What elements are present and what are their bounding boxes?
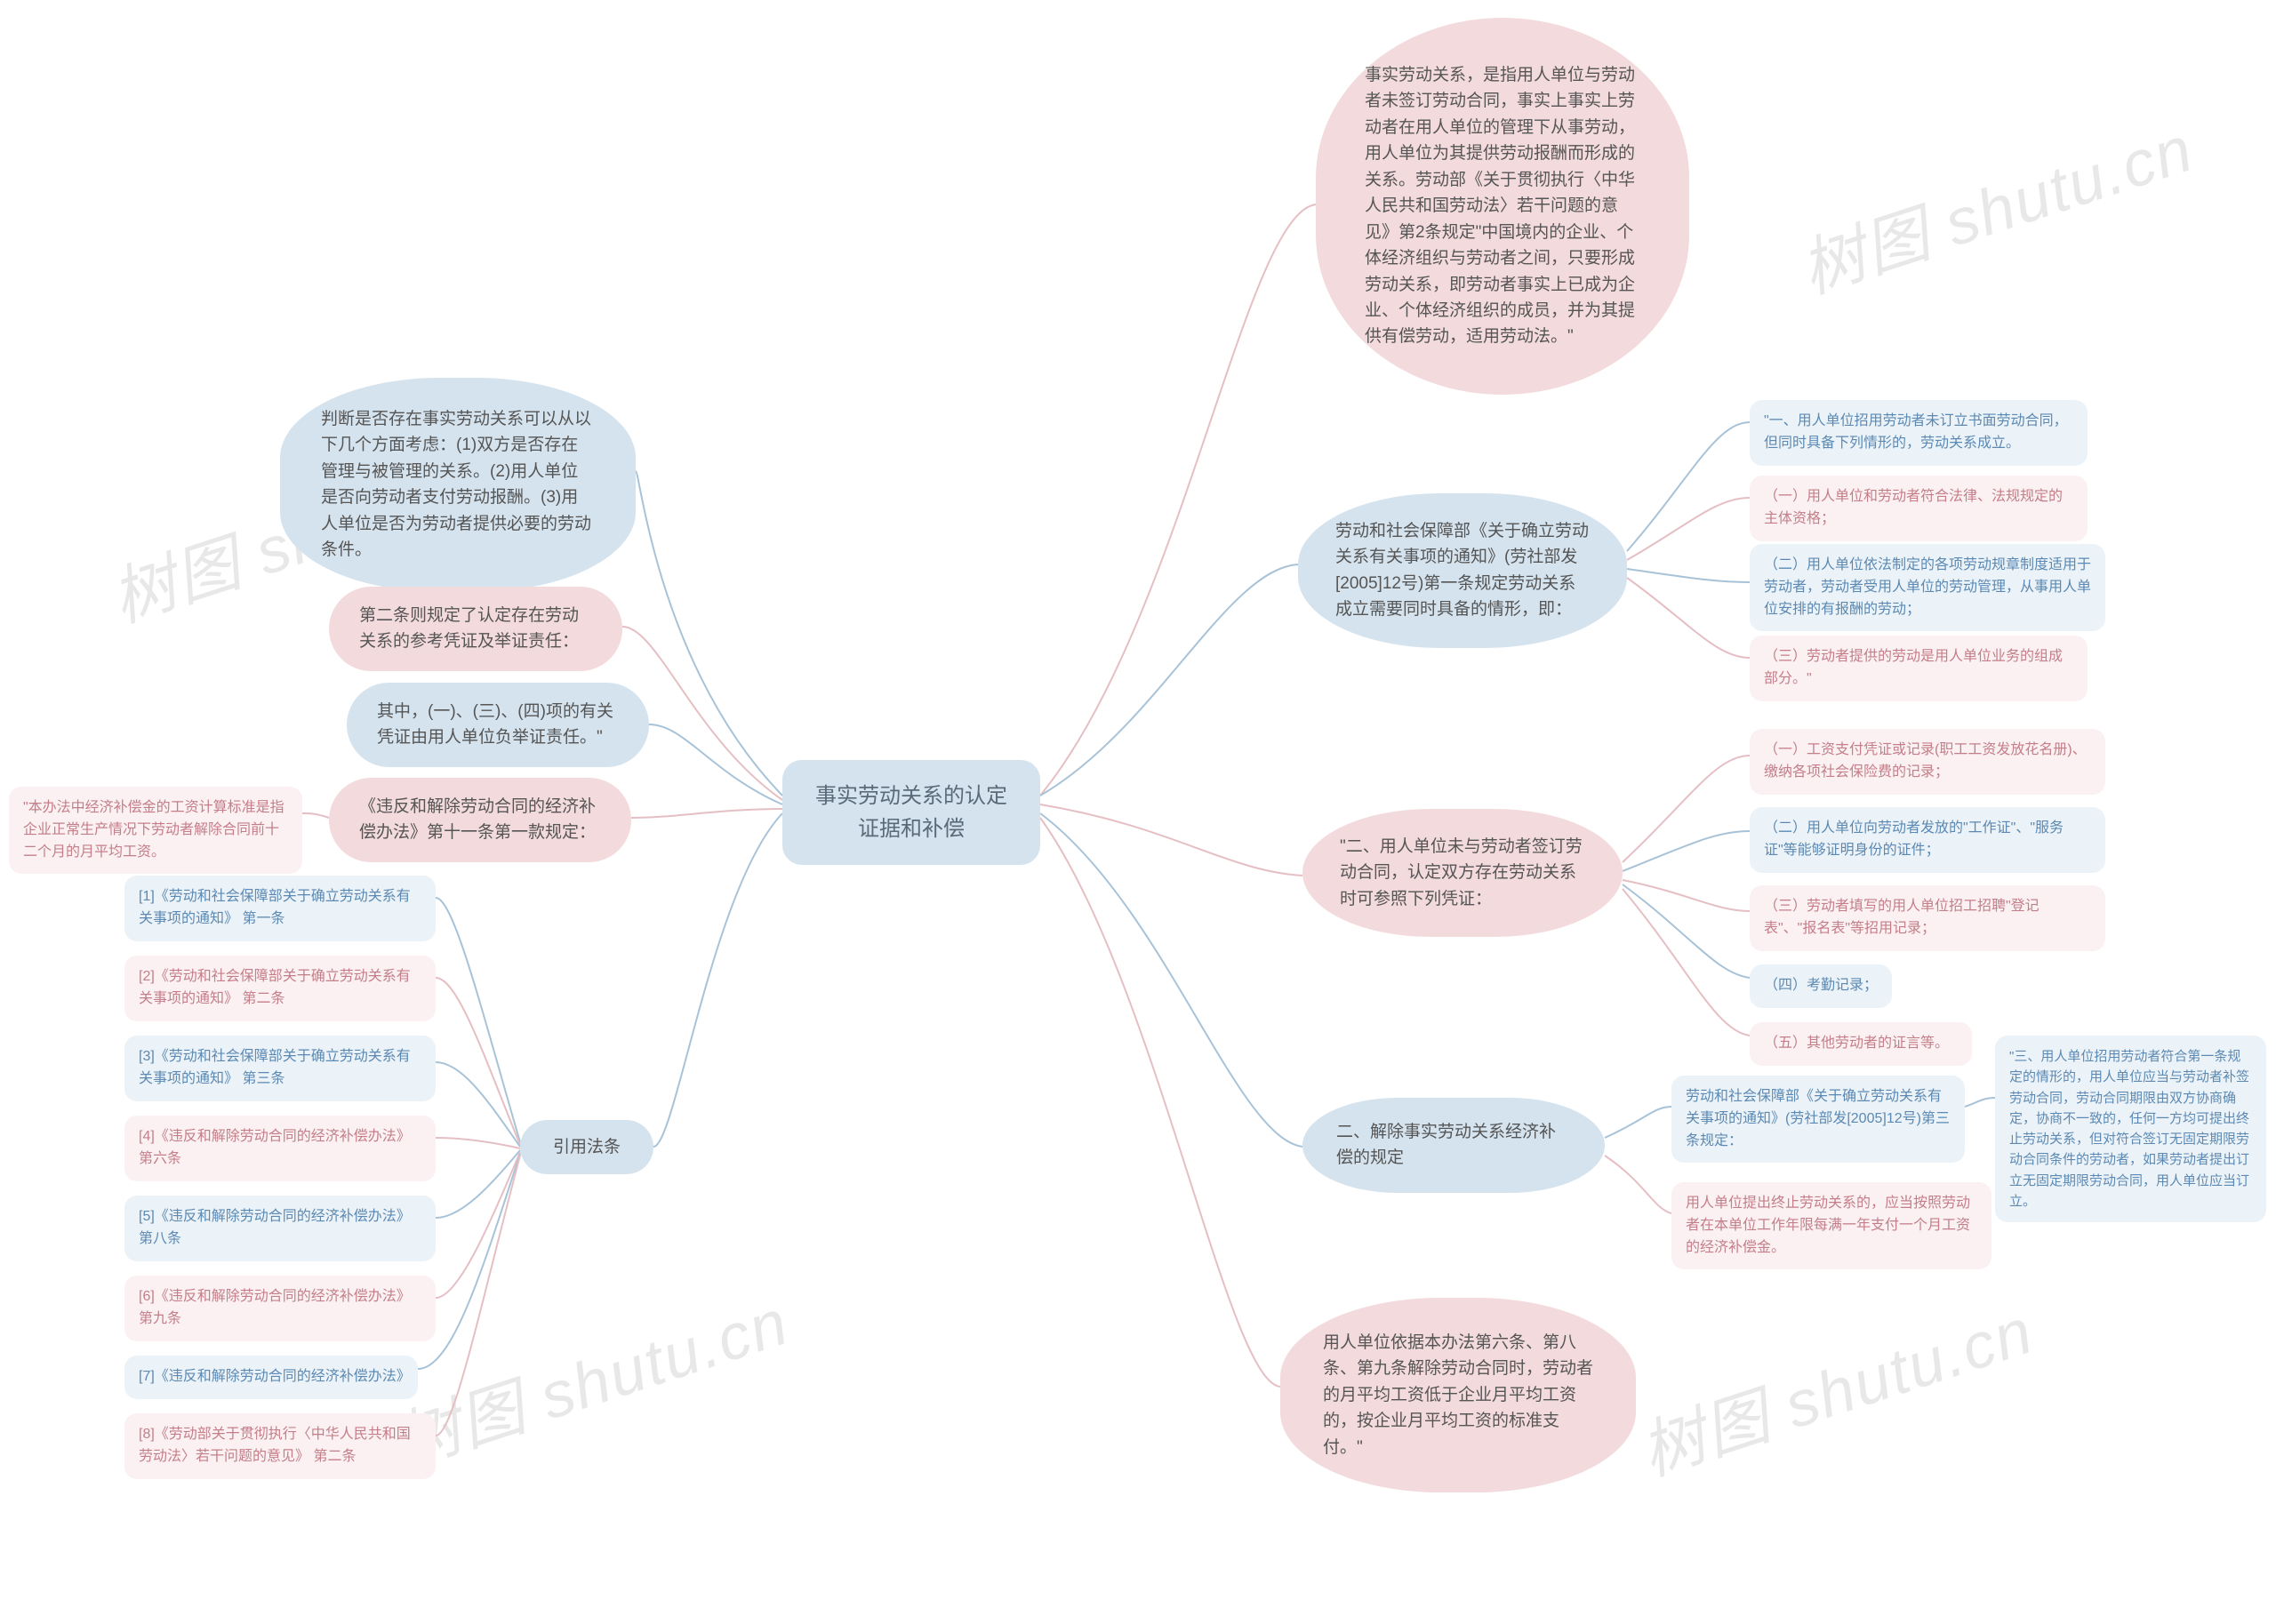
leaf-text: "一、用人单位招用劳动者未订立书面劳动合同，但同时具备下列情形的，劳动关系成立。 bbox=[1764, 413, 2068, 451]
node-text: "二、用人单位未与劳动者签订劳动合同，认定双方存在劳动关系时可参照下列凭证： bbox=[1340, 837, 1583, 908]
leaf-text: （二）用人单位依法制定的各项劳动规章制度适用于劳动者，劳动者受用人单位的劳动管理… bbox=[1764, 557, 2091, 617]
l5-child-7[interactable]: [7]《违反和解除劳动合同的经济补偿办法》 bbox=[124, 1356, 418, 1399]
leaf-text: [5]《违反和解除劳动合同的经济补偿办法》 第八条 bbox=[139, 1209, 411, 1246]
l4-child[interactable]: "本办法中经济补偿金的工资计算标准是指企业正常生产情况下劳动者解除合同前十二个月… bbox=[9, 787, 302, 874]
leaf-text: （一）用人单位和劳动者符合法律、法规规定的主体资格； bbox=[1764, 489, 2063, 526]
node-text: 二、解除事实劳动关系经济补偿的规定 bbox=[1336, 1123, 1556, 1167]
left-node-l1[interactable]: 判断是否存在事实劳动关系可以从以下几个方面考虑：(1)双方是否存在管理与被管理的… bbox=[280, 378, 636, 592]
leaf-text: （二）用人单位向劳动者发放的"工作证"、"服务证"等能够证明身份的证件； bbox=[1764, 820, 2064, 858]
n4-child-1[interactable]: 劳动和社会保障部《关于确立劳动关系有关事项的通知》(劳社部发[2005]12号)… bbox=[1671, 1076, 1965, 1163]
leaf-text: （一）工资支付凭证或记录(职工工资发放花名册)、缴纳各项社会保险费的记录； bbox=[1764, 742, 2087, 780]
watermark: 树图 shutu.cn bbox=[1787, 96, 2203, 310]
l5-child-4[interactable]: [4]《违反和解除劳动合同的经济补偿办法》 第六条 bbox=[124, 1116, 436, 1181]
left-node-l3[interactable]: 其中，(一)、(三)、(四)项的有关凭证由用人单位负举证责任。" bbox=[347, 683, 649, 767]
leaf-text: [8]《劳动部关于贯彻执行〈中华人民共和国劳动法〉若干问题的意见》 第二条 bbox=[139, 1427, 411, 1464]
leaf-text: [3]《劳动和社会保障部关于确立劳动关系有关事项的通知》 第三条 bbox=[139, 1049, 411, 1086]
n3-child-5[interactable]: （五）其他劳动者的证言等。 bbox=[1750, 1022, 1972, 1066]
node-text: 事实劳动关系，是指用人单位与劳动者未签订劳动合同，事实上事实上劳动者在用人单位的… bbox=[1365, 66, 1635, 346]
right-node-n2[interactable]: 劳动和社会保障部《关于确立劳动关系有关事项的通知》(劳社部发[2005]12号)… bbox=[1298, 493, 1627, 648]
leaf-text: （三）劳动者提供的劳动是用人单位业务的组成部分。" bbox=[1764, 649, 2063, 686]
leaf-text: （三）劳动者填写的用人单位招工招聘"登记表"、"报名表"等招用记录； bbox=[1764, 899, 2040, 936]
leaf-text: [1]《劳动和社会保障部关于确立劳动关系有关事项的通知》 第一条 bbox=[139, 889, 411, 926]
left-node-l2[interactable]: 第二条则规定了认定存在劳动关系的参考凭证及举证责任： bbox=[329, 587, 622, 671]
n2-child-2[interactable]: （一）用人单位和劳动者符合法律、法规规定的主体资格； bbox=[1750, 476, 2088, 541]
leaf-text: "本办法中经济补偿金的工资计算标准是指企业正常生产情况下劳动者解除合同前十二个月… bbox=[23, 800, 284, 860]
node-text: 用人单位依据本办法第六条、第八条、第九条解除劳动合同时，劳动者的月平均工资低于企… bbox=[1323, 1333, 1593, 1457]
right-node-n5[interactable]: 用人单位依据本办法第六条、第八条、第九条解除劳动合同时，劳动者的月平均工资低于企… bbox=[1280, 1298, 1636, 1492]
node-text: 《违反和解除劳动合同的经济补偿办法》第十一条第一款规定： bbox=[359, 797, 596, 842]
leaf-text: 劳动和社会保障部《关于确立劳动关系有关事项的通知》(劳社部发[2005]12号)… bbox=[1686, 1089, 1950, 1148]
n3-child-4[interactable]: （四）考勤记录； bbox=[1750, 964, 1892, 1008]
leaf-text: [4]《违反和解除劳动合同的经济补偿办法》 第六条 bbox=[139, 1129, 411, 1166]
leaf-text: （五）其他劳动者的证言等。 bbox=[1764, 1036, 1949, 1051]
watermark: 树图 shutu.cn bbox=[382, 1269, 798, 1484]
n3-child-3[interactable]: （三）劳动者填写的用人单位招工招聘"登记表"、"报名表"等招用记录； bbox=[1750, 885, 2105, 951]
node-text: 判断是否存在事实劳动关系可以从以下几个方面考虑：(1)双方是否存在管理与被管理的… bbox=[321, 410, 591, 559]
n4-child-1-sub[interactable]: "三、用人单位招用劳动者符合第一条规定的情形的，用人单位应当与劳动者补签劳动合同… bbox=[1995, 1036, 2266, 1222]
leaf-text: 用人单位提出终止劳动关系的，应当按照劳动者在本单位工作年限每满一年支付一个月工资… bbox=[1686, 1196, 1970, 1255]
right-node-n4[interactable]: 二、解除事实劳动关系经济补偿的规定 bbox=[1302, 1098, 1605, 1193]
node-text: 第二条则规定了认定存在劳动关系的参考凭证及举证责任： bbox=[359, 606, 579, 651]
left-node-l4[interactable]: 《违反和解除劳动合同的经济补偿办法》第十一条第一款规定： bbox=[329, 778, 631, 862]
l5-child-1[interactable]: [1]《劳动和社会保障部关于确立劳动关系有关事项的通知》 第一条 bbox=[124, 876, 436, 941]
l5-child-8[interactable]: [8]《劳动部关于贯彻执行〈中华人民共和国劳动法〉若干问题的意见》 第二条 bbox=[124, 1413, 436, 1479]
leaf-text: （四）考勤记录； bbox=[1764, 978, 1878, 993]
n2-child-1[interactable]: "一、用人单位招用劳动者未订立书面劳动合同，但同时具备下列情形的，劳动关系成立。 bbox=[1750, 400, 2088, 466]
l5-child-5[interactable]: [5]《违反和解除劳动合同的经济补偿办法》 第八条 bbox=[124, 1196, 436, 1261]
right-node-n3[interactable]: "二、用人单位未与劳动者签订劳动合同，认定双方存在劳动关系时可参照下列凭证： bbox=[1302, 809, 1623, 937]
l5-child-6[interactable]: [6]《违反和解除劳动合同的经济补偿办法》 第九条 bbox=[124, 1276, 436, 1341]
leaf-text: "三、用人单位招用劳动者符合第一条规定的情形的，用人单位应当与劳动者补签劳动合同… bbox=[2009, 1049, 2249, 1209]
center-label: 事实劳动关系的认定证据和补偿 bbox=[815, 784, 1007, 841]
node-text: 引用法条 bbox=[553, 1138, 621, 1156]
node-text: 其中，(一)、(三)、(四)项的有关凭证由用人单位负举证责任。" bbox=[377, 702, 613, 747]
n2-child-4[interactable]: （三）劳动者提供的劳动是用人单位业务的组成部分。" bbox=[1750, 636, 2088, 701]
l5-child-3[interactable]: [3]《劳动和社会保障部关于确立劳动关系有关事项的通知》 第三条 bbox=[124, 1036, 436, 1101]
n2-child-3[interactable]: （二）用人单位依法制定的各项劳动规章制度适用于劳动者，劳动者受用人单位的劳动管理… bbox=[1750, 544, 2105, 631]
n4-child-2[interactable]: 用人单位提出终止劳动关系的，应当按照劳动者在本单位工作年限每满一年支付一个月工资… bbox=[1671, 1182, 1992, 1269]
center-topic[interactable]: 事实劳动关系的认定证据和补偿 bbox=[782, 760, 1040, 865]
l5-child-2[interactable]: [2]《劳动和社会保障部关于确立劳动关系有关事项的通知》 第二条 bbox=[124, 956, 436, 1021]
leaf-text: [6]《违反和解除劳动合同的经济补偿办法》 第九条 bbox=[139, 1289, 411, 1326]
right-node-definition[interactable]: 事实劳动关系，是指用人单位与劳动者未签订劳动合同，事实上事实上劳动者在用人单位的… bbox=[1316, 18, 1689, 395]
left-node-l5[interactable]: 引用法条 bbox=[520, 1120, 653, 1174]
n3-child-2[interactable]: （二）用人单位向劳动者发放的"工作证"、"服务证"等能够证明身份的证件； bbox=[1750, 807, 2105, 873]
node-text: 劳动和社会保障部《关于确立劳动关系有关事项的通知》(劳社部发[2005]12号)… bbox=[1335, 522, 1589, 619]
n3-child-1[interactable]: （一）工资支付凭证或记录(职工工资发放花名册)、缴纳各项社会保险费的记录； bbox=[1750, 729, 2105, 795]
leaf-text: [2]《劳动和社会保障部关于确立劳动关系有关事项的通知》 第二条 bbox=[139, 969, 411, 1006]
leaf-text: [7]《违反和解除劳动合同的经济补偿办法》 bbox=[139, 1369, 411, 1384]
watermark: 树图 shutu.cn bbox=[1627, 1278, 2043, 1492]
